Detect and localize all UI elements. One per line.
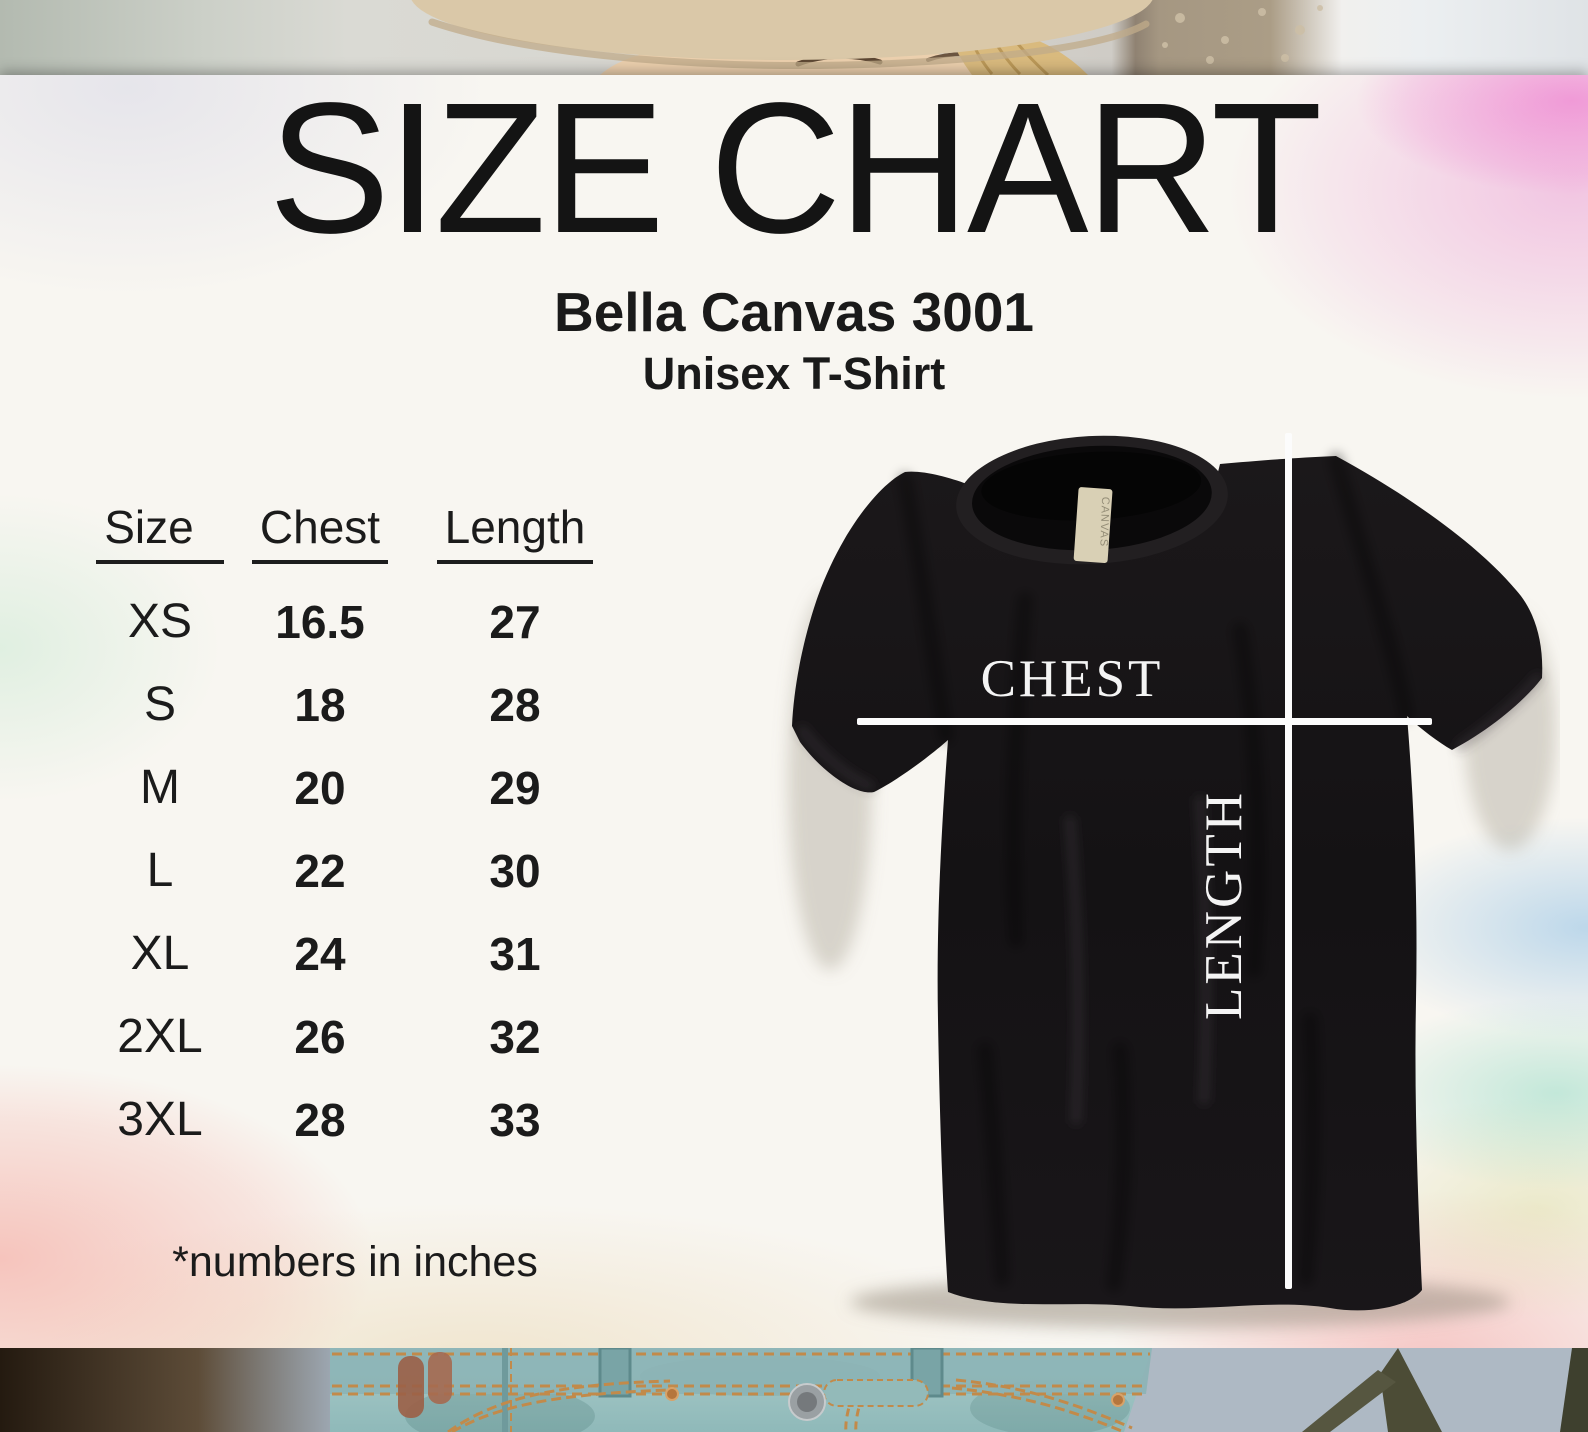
page-title: SIZE CHART bbox=[268, 65, 1323, 272]
cell-length: 30 bbox=[489, 844, 541, 897]
product-type: Unisex T-Shirt bbox=[642, 347, 946, 399]
cell-size: 3XL bbox=[117, 1093, 203, 1146]
cell-size: L bbox=[146, 844, 174, 897]
length-measure-line bbox=[1285, 433, 1292, 1289]
units-footnote: *numbers in inches bbox=[172, 1238, 538, 1286]
neck-tag: CANVAS bbox=[1073, 487, 1113, 563]
cell-chest: 18 bbox=[294, 678, 346, 731]
pocket-stitch bbox=[447, 1378, 1133, 1432]
table-row: XS 16.5 27 bbox=[85, 580, 625, 663]
cell-chest: 20 bbox=[294, 761, 346, 814]
cell-length: 32 bbox=[489, 1010, 541, 1063]
table-row: XL 24 31 bbox=[85, 912, 625, 995]
table-row: 2XL 26 32 bbox=[85, 995, 625, 1078]
cell-chest: 22 bbox=[294, 844, 346, 897]
shirt-silhouette bbox=[792, 456, 1543, 1311]
cell-chest: 16.5 bbox=[275, 595, 365, 648]
model-photo-top bbox=[0, 0, 1588, 75]
fold-shading bbox=[797, 452, 1543, 1292]
table-row: M 20 29 bbox=[85, 746, 625, 829]
product-subtitle: Bella Canvas 3001 Unisex T-Shirt bbox=[0, 281, 1588, 400]
cell-length: 31 bbox=[489, 927, 541, 980]
cell-size: S bbox=[143, 678, 176, 731]
cell-chest: 28 bbox=[294, 1093, 346, 1146]
cell-length: 27 bbox=[489, 595, 541, 648]
shadow-left-shape bbox=[0, 1348, 330, 1432]
cell-length: 29 bbox=[489, 761, 541, 814]
cell-length: 28 bbox=[489, 678, 541, 731]
cell-size: XS bbox=[127, 595, 193, 648]
cell-chest: 26 bbox=[294, 1010, 346, 1063]
waistband bbox=[330, 1348, 1152, 1394]
hat-shape bbox=[411, 0, 1153, 60]
tshirt-photo: CANVAS CHEST LENGTH bbox=[788, 433, 1556, 1328]
chest-measure-line bbox=[857, 718, 1432, 725]
cell-length: 33 bbox=[489, 1093, 541, 1146]
table-body: XS 16.5 27 S 18 28 M 20 29 L 22 30 XL 24 bbox=[85, 580, 625, 1161]
column-header-length: Length bbox=[436, 500, 594, 564]
jeans bbox=[330, 1348, 1152, 1432]
length-label: LENGTH bbox=[1195, 790, 1253, 1020]
table-row: S 18 28 bbox=[85, 663, 625, 746]
plant-leaves bbox=[1302, 1348, 1588, 1432]
cell-chest: 24 bbox=[294, 927, 346, 980]
column-header-chest: Chest bbox=[251, 500, 389, 564]
wall-texture bbox=[1162, 5, 1323, 64]
product-name: Bella Canvas 3001 bbox=[553, 281, 1035, 343]
table-header-row: Size Chest Length bbox=[85, 492, 625, 564]
cell-size: XL bbox=[130, 927, 190, 980]
neck-tag-text: CANVAS bbox=[1097, 497, 1111, 548]
buttonhole-tab bbox=[823, 1379, 929, 1407]
table-row: L 22 30 bbox=[85, 829, 625, 912]
table-row: 3XL 28 33 bbox=[85, 1078, 625, 1161]
side-seam bbox=[502, 1348, 512, 1432]
hat-brim-shadow bbox=[428, 18, 1150, 69]
jeans-button bbox=[788, 1383, 826, 1421]
cell-size: M bbox=[140, 761, 180, 814]
size-table: Size Chest Length XS 16.5 27 S 18 28 M 2… bbox=[85, 492, 625, 1161]
waistband-stitching bbox=[332, 1352, 1150, 1396]
hand-shape bbox=[398, 1352, 452, 1418]
column-header-size: Size bbox=[96, 500, 224, 564]
chest-label: CHEST bbox=[981, 650, 1164, 708]
model-photo-bottom bbox=[0, 1348, 1588, 1432]
rivet bbox=[665, 1387, 1125, 1407]
cell-size: 2XL bbox=[117, 1010, 203, 1063]
